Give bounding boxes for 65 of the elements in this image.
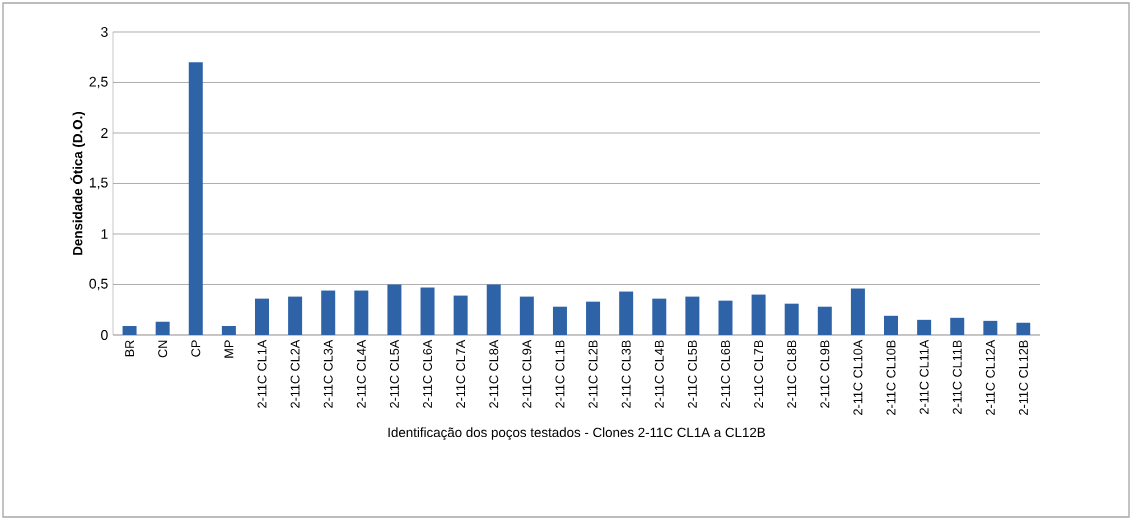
y-tick-label: 2,5 xyxy=(89,76,108,89)
bar xyxy=(983,320,998,335)
x-tick-label: 2-11C CL4B xyxy=(654,340,664,408)
x-tick-label: CN xyxy=(158,340,168,358)
bar xyxy=(884,315,899,335)
y-tick-label: 3 xyxy=(101,27,108,37)
bar xyxy=(221,325,236,335)
bar xyxy=(850,288,865,335)
bar xyxy=(751,294,766,335)
bar xyxy=(486,284,501,335)
y-tick-label: 1,5 xyxy=(89,177,108,190)
x-tick-label: 2-11C CL8A xyxy=(489,339,499,408)
x-tick-label: 2-11C CL5A xyxy=(389,339,399,408)
x-tick-label: 2-11C CL9B xyxy=(820,340,830,408)
x-tick-label: 2-11C CL3A xyxy=(323,339,333,408)
bar xyxy=(586,301,601,335)
bar xyxy=(254,298,269,335)
y-tick-label: 2 xyxy=(101,128,108,138)
x-tick-label: 2-11C CL3B xyxy=(621,340,631,408)
bar xyxy=(321,290,336,335)
x-tick-label: CP xyxy=(191,340,201,357)
x-tick-label: 2-11C CL7A xyxy=(456,339,466,408)
x-tick-label: 2-11C CL6A xyxy=(423,339,433,408)
x-tick-label: 2-11C CL9A xyxy=(522,339,532,408)
bar xyxy=(784,303,799,335)
bar xyxy=(817,306,832,335)
bar xyxy=(552,306,567,335)
bar xyxy=(519,296,534,335)
bar xyxy=(420,287,435,335)
x-tick-label: 2-11C CL1A xyxy=(257,339,267,408)
bar xyxy=(354,290,369,335)
bar xyxy=(619,291,634,335)
bar xyxy=(917,319,932,335)
x-tick-label: 2-11C CL2A xyxy=(290,339,300,408)
bar xyxy=(453,295,468,335)
x-tick-label: 2-11C CL8B xyxy=(787,340,797,408)
bar xyxy=(288,296,303,335)
x-tick-label: BR xyxy=(125,340,134,357)
x-tick-label: 2-11C CL12B xyxy=(1018,340,1028,415)
x-tick-label: 2-11C CL5B xyxy=(687,340,697,408)
x-tick-label: 2-11C CL12A xyxy=(985,339,995,415)
bar xyxy=(685,296,700,335)
x-tick-label: 2-11C CL2B xyxy=(588,340,598,408)
x-axis-title: Identificação dos poços testados - Clones 2-11C CL1A a CL12B xyxy=(388,427,765,440)
x-tick-label: 2-11C CL10A xyxy=(853,339,863,415)
x-tick-label: 2-11C CL1B xyxy=(555,340,565,408)
x-tick-label: 2-11C CL10B xyxy=(886,340,896,415)
bar xyxy=(387,284,402,335)
bar xyxy=(718,300,733,335)
y-tick-label: 0 xyxy=(101,330,108,340)
x-tick-label: 2-11C CL7B xyxy=(754,340,764,408)
y-axis-title: Densidade Ótica (D.O.) xyxy=(70,111,86,255)
bar xyxy=(188,62,203,335)
bar xyxy=(122,325,137,335)
y-tick-label: 0,5 xyxy=(89,278,108,291)
x-tick-label: 2-11C CL11B xyxy=(952,340,962,414)
bar xyxy=(1016,322,1031,335)
bar xyxy=(652,298,667,335)
y-tick-label: 1 xyxy=(101,229,108,239)
bar xyxy=(155,321,170,335)
x-tick-label: 2-11C CL11A xyxy=(919,339,929,414)
bar xyxy=(950,317,965,335)
x-tick-label: 2-11C CL6B xyxy=(721,340,730,408)
x-tick-label: 2-11C CL4A xyxy=(356,339,366,408)
x-tick-label: MP xyxy=(224,340,234,358)
